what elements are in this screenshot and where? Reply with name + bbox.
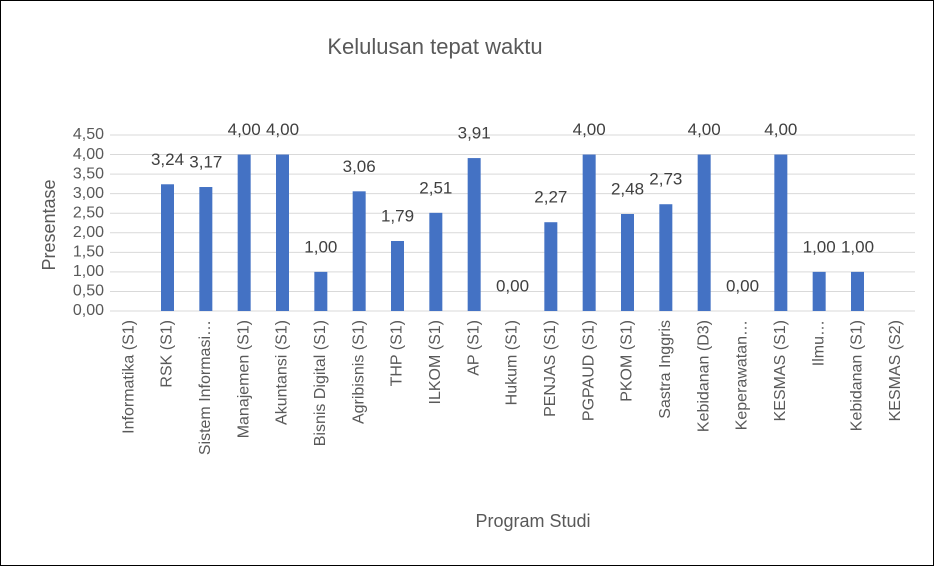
x-tick-label: Hukum (S1) xyxy=(504,320,521,405)
x-tick-label: Akuntansi (S1) xyxy=(274,320,291,425)
x-tick-label: THP (S1) xyxy=(389,320,406,386)
data-label: 4,00 xyxy=(764,120,797,139)
data-label: 3,24 xyxy=(151,150,184,169)
x-tick-label: Sistem Informasi… xyxy=(197,320,214,455)
x-tick-label: PKOM (S1) xyxy=(619,320,636,402)
bar xyxy=(161,184,174,311)
y-tick-label: 1,50 xyxy=(73,244,104,261)
x-tick-label: Sastra Inggris xyxy=(657,320,674,419)
bar xyxy=(774,154,788,311)
data-label: 1,00 xyxy=(803,237,836,256)
y-tick-label: 0,50 xyxy=(73,283,104,300)
bar xyxy=(429,212,443,311)
data-label: 4,00 xyxy=(573,120,606,139)
x-tick-label: AP (S1) xyxy=(465,320,482,376)
bar xyxy=(237,154,251,311)
y-tick-label: 4,50 xyxy=(73,126,104,143)
x-tick-label: ILKOM (S1) xyxy=(427,320,444,404)
x-tick-label: Manajemen (S1) xyxy=(235,320,252,438)
bar xyxy=(314,271,328,311)
y-tick-label: 3,50 xyxy=(73,165,104,182)
y-tick-label: 0,00 xyxy=(73,302,104,319)
x-tick-label: KESMAS (S1) xyxy=(772,320,789,421)
bar xyxy=(544,222,558,311)
x-tick-label: Bisnis Digital (S1) xyxy=(312,320,329,446)
bar xyxy=(352,191,366,311)
bar xyxy=(659,204,673,311)
data-label: 1,00 xyxy=(841,237,874,256)
bar xyxy=(391,240,404,311)
data-label: 4,00 xyxy=(266,120,299,139)
y-tick-label: 2,00 xyxy=(73,224,104,241)
bar xyxy=(276,154,289,311)
data-label: 2,27 xyxy=(534,188,567,207)
data-label: 0,00 xyxy=(726,276,759,295)
y-tick-label: 1,00 xyxy=(73,263,104,280)
bar xyxy=(199,187,213,311)
data-label: 4,00 xyxy=(228,120,261,139)
x-tick-label: PENJAS (S1) xyxy=(542,320,559,417)
y-tick-label: 3,00 xyxy=(73,185,104,202)
y-tick-label: 4,00 xyxy=(73,146,104,163)
x-tick-label: RSK (S1) xyxy=(159,320,176,388)
x-tick-label: Informatika (S1) xyxy=(120,320,137,434)
data-label: 1,00 xyxy=(304,237,337,256)
x-axis-title: Program Studi xyxy=(475,511,590,531)
data-label: 2,51 xyxy=(419,178,452,197)
bar xyxy=(621,214,634,311)
y-axis-title: Presentase xyxy=(39,179,59,270)
x-tick-label: Keperawatan… xyxy=(734,320,751,430)
bar xyxy=(697,154,711,311)
bar xyxy=(812,271,826,311)
data-label: 2,73 xyxy=(649,170,682,189)
x-tick-label: Ilmu… xyxy=(810,320,827,366)
data-label: 3,06 xyxy=(343,157,376,176)
chart-title: Kelulusan tepat waktu xyxy=(327,34,542,59)
x-tick-label: KESMAS (S2) xyxy=(887,320,904,421)
data-label: 0,00 xyxy=(496,276,529,295)
bar xyxy=(851,271,864,311)
data-label: 3,91 xyxy=(458,124,491,143)
data-label: 1,79 xyxy=(381,206,414,225)
data-label: 2,48 xyxy=(611,179,644,198)
bar xyxy=(582,154,596,311)
x-tick-label: PGPAUD (S1) xyxy=(580,320,597,421)
x-tick-label: Kebidanan (D3) xyxy=(695,320,712,432)
bar xyxy=(467,158,481,311)
x-tick-label: Agribisnis (S1) xyxy=(350,320,367,424)
x-tick-label: Kebidanan (S1) xyxy=(849,320,866,431)
data-label: 4,00 xyxy=(688,120,721,139)
y-tick-label: 2,50 xyxy=(73,204,104,221)
data-label: 3,17 xyxy=(189,153,222,172)
